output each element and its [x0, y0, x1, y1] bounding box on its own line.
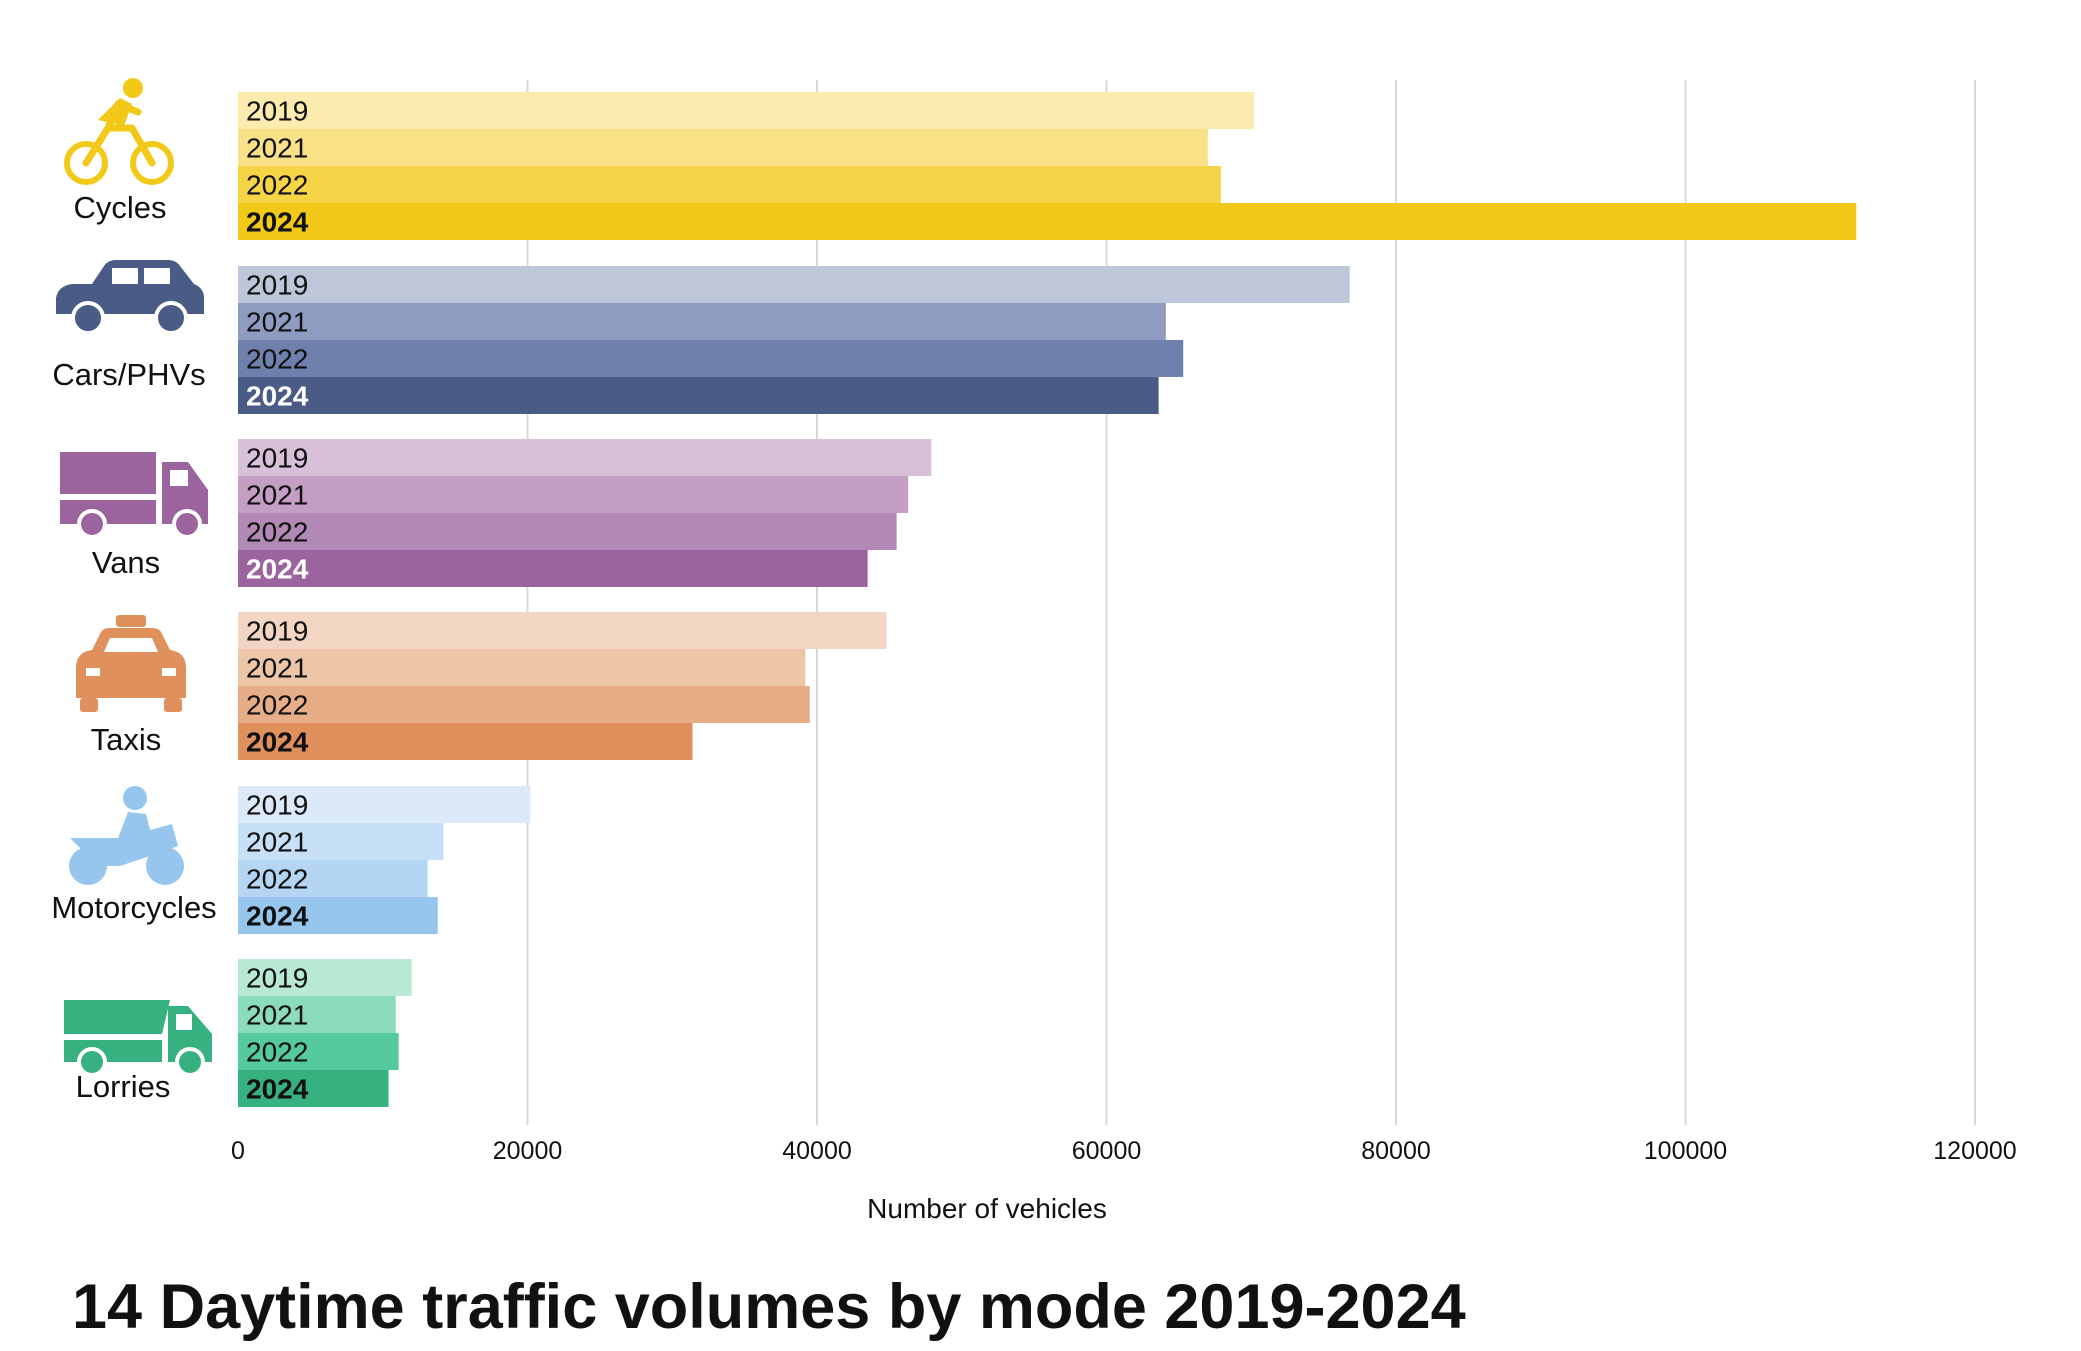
bar-year-label: 2024 [246, 727, 309, 758]
bar-year-label: 2024 [246, 1074, 309, 1105]
bar-cycles-2024 [238, 203, 1857, 240]
bar-vans-2022 [238, 513, 897, 550]
mode-label-motorcycles: Motorcycles [51, 890, 216, 925]
x-tick-label: 40000 [782, 1137, 852, 1165]
x-tick-label: 120000 [1933, 1137, 2016, 1165]
bar-cycles-2021 [238, 129, 1208, 166]
bar-year-label: 2022 [246, 517, 308, 548]
mode-icons [56, 78, 212, 1077]
bar-motorcycles-2019 [238, 786, 531, 823]
bar-year-label: 2024 [246, 554, 309, 585]
taxi-icon [76, 615, 186, 712]
bar-year-label: 2021 [246, 307, 308, 338]
mode-label-vans: Vans [92, 545, 160, 580]
van-icon [60, 452, 208, 539]
bars [238, 92, 1857, 1107]
x-tick-label: 80000 [1361, 1137, 1431, 1165]
mode-label-taxis: Taxis [91, 722, 162, 757]
bar-year-label: 2022 [246, 1037, 308, 1068]
bar-year-label: 2019 [246, 963, 308, 994]
bar-vans-2019 [238, 439, 932, 476]
bicycle-icon [64, 78, 174, 185]
bar-year-label: 2019 [246, 270, 308, 301]
motorcycle-icon [69, 786, 184, 885]
bar-cars-phvs-2021 [238, 303, 1166, 340]
chart-title: 14 Daytime traffic volumes by mode 2019-… [72, 1272, 1466, 1342]
lorry-icon [64, 1000, 212, 1077]
bar-vans-2021 [238, 476, 909, 513]
bar-taxis-2021 [238, 649, 806, 686]
bar-cycles-2019 [238, 92, 1255, 129]
bar-year-label: 2021 [246, 1000, 308, 1031]
bar-year-label: 2024 [246, 381, 309, 412]
bar-year-label: 2021 [246, 480, 308, 511]
labels: 2019 2021 2022 2024 Cycles 2019 2021 2022 2024 Ca… [51, 96, 308, 1105]
bar-motorcycles-2021 [238, 823, 444, 860]
bar-lorries-2022 [238, 1033, 399, 1070]
x-tick-label: 0 [231, 1137, 245, 1165]
bar-year-label: 2021 [246, 133, 308, 164]
mode-label-lorries: Lorries [76, 1069, 171, 1104]
bar-year-label: 2022 [246, 344, 308, 375]
mode-label-cars-phvs: Cars/PHVs [52, 357, 205, 392]
bar-taxis-2019 [238, 612, 887, 649]
bar-lorries-2021 [238, 996, 396, 1033]
bar-year-label: 2019 [246, 616, 308, 647]
bar-year-label: 2022 [246, 170, 308, 201]
bar-year-label: 2019 [246, 790, 308, 821]
bar-year-label: 2022 [246, 690, 308, 721]
traffic-volume-chart: 2019 2021 2022 2024 Cycles 2019 2021 2022 2024 Ca… [51, 78, 2017, 1224]
bar-taxis-2024 [238, 723, 693, 760]
x-tick-label: 100000 [1644, 1137, 1727, 1165]
bar-lorries-2019 [238, 959, 412, 996]
bar-cars-phvs-2022 [238, 340, 1184, 377]
bar-year-label: 2024 [246, 207, 309, 238]
gridlines [526, 80, 1976, 1125]
bar-year-label: 2022 [246, 864, 308, 895]
bar-cars-phvs-2024 [238, 377, 1159, 414]
bar-year-label: 2021 [246, 653, 308, 684]
bar-year-label: 2019 [246, 443, 308, 474]
bar-motorcycles-2024 [238, 897, 438, 934]
x-axis-title: Number of vehicles [867, 1193, 1107, 1224]
bar-year-label: 2021 [246, 827, 308, 858]
bar-taxis-2022 [238, 686, 810, 723]
x-axis-ticks: 0 20000 40000 60000 80000 100000 120000 [231, 1137, 2017, 1165]
bar-year-label: 2024 [246, 901, 309, 932]
car-icon [56, 260, 204, 335]
bar-cycles-2022 [238, 166, 1221, 203]
bar-vans-2024 [238, 550, 868, 587]
bar-year-label: 2019 [246, 96, 308, 127]
bar-lorries-2024 [238, 1070, 389, 1107]
x-tick-label: 60000 [1072, 1137, 1142, 1165]
x-tick-label: 20000 [493, 1137, 563, 1165]
bar-motorcycles-2022 [238, 860, 428, 897]
mode-label-cycles: Cycles [73, 190, 166, 225]
bar-cars-phvs-2019 [238, 266, 1350, 303]
